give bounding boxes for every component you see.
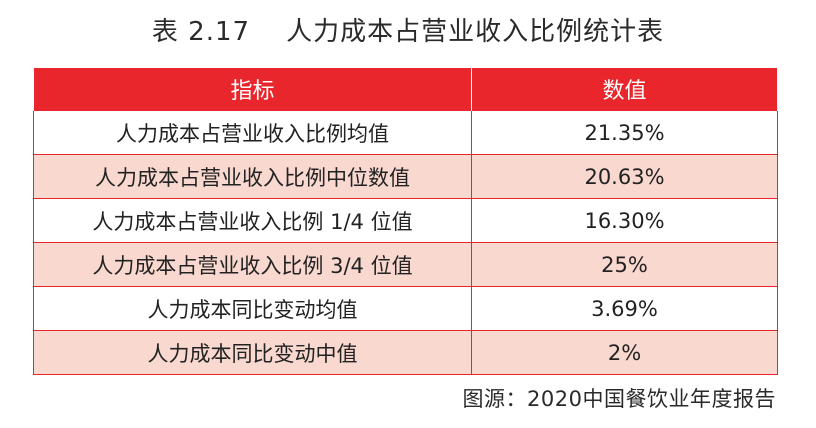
indicator-cell: 人力成本同比变动均值	[33, 286, 472, 331]
table-row: 人力成本占营业收入比例中位数值 20.63%	[33, 154, 778, 199]
table-title: 表 2.17 人力成本占营业收入比例统计表	[0, 14, 816, 50]
value-cell: 20.63%	[471, 154, 778, 199]
table-number: 表 2.17	[151, 17, 251, 47]
table-title-text: 人力成本占营业收入比例统计表	[286, 17, 665, 47]
table-row: 人力成本占营业收入比例 1/4 位值 16.30%	[33, 198, 778, 243]
value-cell: 3.69%	[471, 286, 778, 331]
table-row: 人力成本同比变动中值 2%	[33, 330, 778, 375]
value-cell: 25%	[471, 242, 778, 287]
table-header-row: 指标 数值	[33, 68, 778, 111]
header-indicator: 指标	[33, 68, 472, 111]
value-cell: 2%	[471, 330, 778, 375]
stats-table: 指标 数值 人力成本占营业收入比例均值 21.35% 人力成本占营业收入比例中位…	[33, 68, 778, 375]
table-row: 人力成本占营业收入比例均值 21.35%	[33, 110, 778, 155]
indicator-cell: 人力成本同比变动中值	[33, 330, 472, 375]
source-caption: 图源：2020中国餐饮业年度报告	[462, 387, 776, 411]
indicator-cell: 人力成本占营业收入比例均值	[33, 110, 472, 155]
value-cell: 16.30%	[471, 198, 778, 243]
value-cell: 21.35%	[471, 110, 778, 155]
table-row: 人力成本占营业收入比例 3/4 位值 25%	[33, 242, 778, 287]
indicator-cell: 人力成本占营业收入比例中位数值	[33, 154, 472, 199]
indicator-cell: 人力成本占营业收入比例 3/4 位值	[33, 242, 472, 287]
indicator-cell: 人力成本占营业收入比例 1/4 位值	[33, 198, 472, 243]
header-value: 数值	[471, 68, 778, 111]
table-row: 人力成本同比变动均值 3.69%	[33, 286, 778, 331]
